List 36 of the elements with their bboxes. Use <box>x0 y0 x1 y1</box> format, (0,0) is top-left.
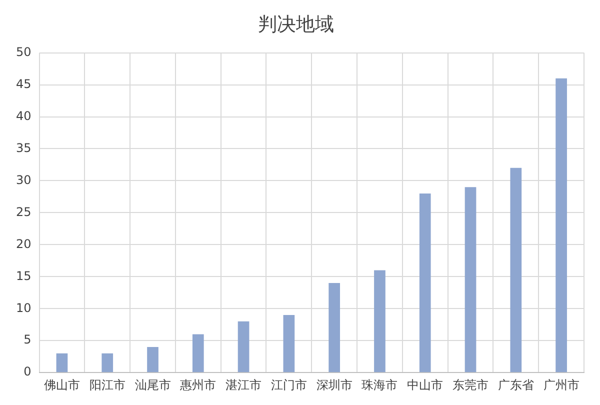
x-tick-label: 汕尾市 <box>134 378 171 392</box>
y-tick-label: 15 <box>16 268 32 283</box>
x-tick-label: 广东省 <box>498 378 534 392</box>
x-tick-label: 阳江市 <box>89 378 126 392</box>
y-tick-label: 45 <box>16 76 32 91</box>
y-tick-label: 0 <box>24 364 32 379</box>
bar <box>238 321 250 372</box>
y-tick-label: 50 <box>16 44 32 59</box>
x-tick-label: 东莞市 <box>452 378 489 392</box>
y-tick-label: 25 <box>16 204 32 219</box>
x-tick-label: 广州市 <box>543 378 580 392</box>
bar <box>192 334 204 372</box>
bar <box>328 283 340 372</box>
y-tick-label: 35 <box>16 140 32 155</box>
bar <box>283 315 295 372</box>
bar <box>374 270 386 372</box>
x-tick-label: 惠州市 <box>179 378 216 392</box>
x-tick-label: 珠海市 <box>362 378 398 392</box>
bar <box>102 353 114 372</box>
bar <box>56 353 68 372</box>
x-tick-label: 湛江市 <box>226 378 262 392</box>
bar <box>510 168 522 372</box>
y-tick-label: 40 <box>16 108 32 123</box>
bar <box>464 187 476 372</box>
bar <box>147 347 158 372</box>
chart-title: 判决地域 <box>258 13 334 36</box>
x-tick-label: 深圳市 <box>316 378 352 392</box>
bar <box>556 78 567 372</box>
x-tick-label: 佛山市 <box>44 378 80 392</box>
x-tick-label: 中山市 <box>407 378 444 392</box>
y-tick-label: 5 <box>24 332 32 347</box>
y-tick-label: 10 <box>16 300 32 315</box>
bar <box>419 194 431 372</box>
x-tick-label: 江门市 <box>270 378 307 392</box>
y-tick-label: 30 <box>16 172 32 187</box>
y-tick-label: 20 <box>16 236 32 251</box>
